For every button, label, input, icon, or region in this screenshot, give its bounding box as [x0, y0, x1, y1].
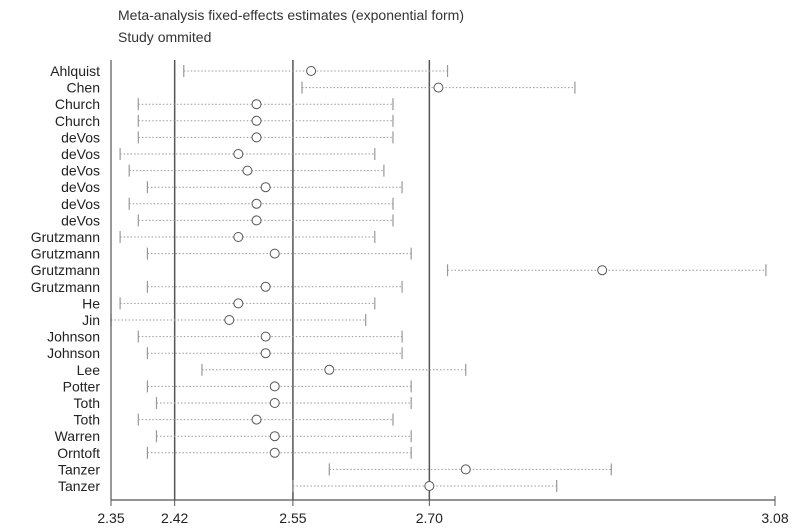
study-label: Church — [55, 96, 100, 112]
study-row — [155, 430, 412, 443]
x-tick-label: 2.70 — [416, 510, 443, 526]
study-row — [183, 65, 449, 77]
study-row — [155, 397, 412, 409]
estimate-marker — [251, 132, 262, 143]
study-row — [128, 164, 385, 177]
estimate-marker — [597, 265, 608, 276]
study-row — [201, 363, 467, 376]
estimate-marker — [460, 464, 471, 475]
estimate-marker — [260, 348, 271, 359]
study-row — [137, 114, 394, 127]
study-row — [146, 380, 412, 393]
study-label: Johnson — [47, 345, 100, 361]
estimate-marker — [251, 414, 262, 425]
study-label: deVos — [61, 212, 100, 228]
study-row — [137, 131, 394, 144]
x-tick-label: 2.35 — [97, 510, 124, 526]
estimate-marker — [260, 331, 271, 342]
study-label: He — [82, 295, 100, 311]
estimate-marker — [433, 82, 444, 93]
study-label: Toth — [74, 395, 100, 411]
study-label: Johnson — [47, 329, 100, 345]
study-label: Tanzer — [58, 461, 100, 477]
estimate-marker — [233, 232, 244, 242]
estimate-marker — [251, 215, 262, 226]
estimate-marker — [269, 381, 280, 392]
study-row — [146, 446, 412, 459]
study-row — [128, 197, 394, 210]
study-label: Grutzmann — [31, 246, 100, 262]
study-label: Church — [55, 113, 100, 129]
study-label: Grutzmann — [31, 262, 100, 278]
estimate-marker — [260, 182, 271, 193]
study-row — [137, 214, 394, 227]
study-rows — [110, 65, 767, 492]
estimate-marker — [224, 315, 235, 325]
study-label: deVos — [61, 179, 100, 195]
study-label: Jin — [82, 312, 100, 328]
study-label: deVos — [61, 163, 100, 179]
study-row — [119, 231, 376, 243]
x-tick-label: 2.42 — [161, 510, 188, 526]
estimate-marker — [251, 115, 262, 126]
study-row — [137, 413, 394, 426]
estimate-marker — [269, 447, 280, 458]
study-labels: AhlquistChenChurchChurchdeVosdeVosdeVosd… — [31, 63, 101, 494]
estimate-marker — [251, 198, 262, 209]
study-row — [146, 247, 412, 260]
study-label: Grutzmann — [31, 279, 100, 295]
x-axis: 2.35 2.42 2.55 2.70 3.08 — [97, 60, 789, 526]
estimate-marker — [260, 281, 271, 292]
study-label: Toth — [74, 412, 100, 428]
study-label: Warren — [55, 428, 100, 444]
study-label: deVos — [61, 196, 100, 212]
study-row — [110, 314, 367, 326]
estimate-marker — [306, 66, 317, 76]
study-label: Orntoft — [57, 445, 100, 461]
chart-title: Meta-analysis fixed-effects estimates (e… — [118, 7, 464, 23]
x-tick-label: 3.08 — [761, 510, 788, 526]
estimate-marker — [233, 298, 244, 309]
study-row — [119, 148, 376, 160]
estimate-marker — [233, 149, 244, 159]
estimate-marker — [269, 398, 280, 408]
estimate-marker — [269, 431, 280, 442]
study-label: deVos — [61, 129, 100, 145]
study-row — [146, 347, 403, 360]
study-row — [146, 280, 403, 293]
study-row — [446, 264, 767, 277]
study-label: Grutzmann — [31, 229, 100, 245]
study-label: deVos — [61, 146, 100, 162]
study-row — [301, 81, 576, 94]
estimate-marker — [242, 165, 253, 176]
study-label: Ahlquist — [50, 63, 100, 79]
estimate-marker — [324, 364, 335, 375]
study-row — [292, 480, 558, 492]
estimate-marker — [424, 481, 435, 491]
study-row — [137, 98, 394, 111]
estimate-marker — [269, 248, 280, 259]
chart-subtitle: Study ommited — [118, 29, 212, 45]
x-tick-label: 2.55 — [279, 510, 306, 526]
reference-lines — [173, 60, 431, 500]
study-label: Chen — [67, 80, 100, 96]
study-label: Tanzer — [58, 478, 100, 494]
estimate-marker — [251, 99, 262, 110]
study-row — [137, 330, 403, 343]
study-label: Lee — [77, 362, 101, 378]
study-row — [119, 297, 376, 310]
study-row — [146, 181, 403, 194]
study-row — [328, 463, 612, 476]
study-label: Potter — [63, 378, 101, 394]
